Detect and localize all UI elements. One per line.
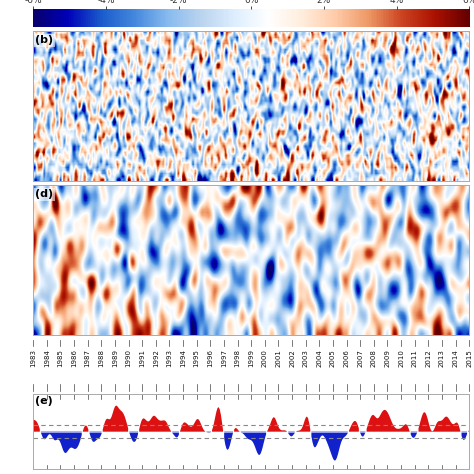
Text: 1997: 1997 [221, 349, 227, 367]
Text: 1992: 1992 [153, 349, 159, 367]
Text: 1988: 1988 [98, 349, 104, 367]
Text: 1984: 1984 [44, 349, 50, 367]
Text: 1985: 1985 [57, 349, 64, 367]
Text: 1996: 1996 [207, 349, 213, 367]
Text: 2010: 2010 [398, 349, 404, 367]
Text: 2009: 2009 [384, 349, 391, 367]
Text: 1994: 1994 [180, 349, 186, 367]
Text: 1990: 1990 [126, 349, 132, 367]
Text: 2002: 2002 [289, 349, 295, 367]
Text: 1993: 1993 [166, 349, 173, 367]
Text: 2000: 2000 [262, 349, 268, 367]
Text: 2005: 2005 [330, 349, 336, 367]
Text: 2011: 2011 [412, 349, 418, 367]
Text: (b): (b) [36, 36, 54, 46]
Text: (e): (e) [36, 396, 53, 406]
Text: 1983: 1983 [30, 349, 36, 367]
Text: 2013: 2013 [439, 349, 445, 367]
Text: 2007: 2007 [357, 349, 363, 367]
Text: 2003: 2003 [303, 349, 309, 367]
Text: 1995: 1995 [194, 349, 200, 367]
Text: 2012: 2012 [425, 349, 431, 367]
Text: 2014: 2014 [453, 349, 459, 367]
Text: 1999: 1999 [248, 349, 254, 367]
Text: 1998: 1998 [235, 349, 241, 367]
Text: 2004: 2004 [316, 349, 322, 367]
Text: 2001: 2001 [275, 349, 282, 367]
Text: 2015: 2015 [466, 349, 472, 367]
Text: 2006: 2006 [344, 349, 350, 367]
Text: 1986: 1986 [71, 349, 77, 367]
Text: 1987: 1987 [85, 349, 91, 367]
Text: 2008: 2008 [371, 349, 377, 367]
Text: 1989: 1989 [112, 349, 118, 367]
Text: 1991: 1991 [139, 349, 145, 367]
Text: (d): (d) [36, 189, 54, 199]
